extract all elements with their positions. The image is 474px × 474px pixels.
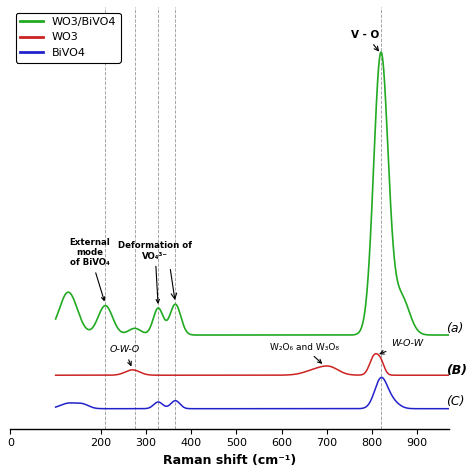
Text: W-O-W: W-O-W (380, 339, 423, 354)
Text: O-W-O: O-W-O (109, 346, 140, 365)
Text: (a): (a) (446, 322, 463, 336)
Text: W₂O₆ and W₃O₈: W₂O₆ and W₃O₈ (270, 343, 338, 363)
Text: Deformation of
VO₄³⁻: Deformation of VO₄³⁻ (118, 241, 192, 303)
Text: (C): (C) (446, 395, 464, 408)
Text: (B): (B) (446, 364, 466, 377)
X-axis label: Raman shift (cm⁻¹): Raman shift (cm⁻¹) (163, 454, 296, 467)
Text: External
mode
of BiVO₄: External mode of BiVO₄ (69, 237, 110, 301)
Text: V - O: V - O (351, 30, 380, 51)
Legend: WO3/BiVO4, WO3, BiVO4: WO3/BiVO4, WO3, BiVO4 (16, 12, 120, 63)
